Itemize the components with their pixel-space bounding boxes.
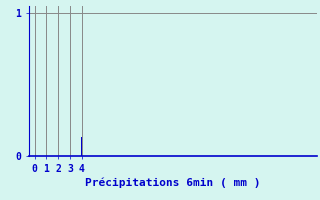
X-axis label: Précipitations 6min ( mm ): Précipitations 6min ( mm ) (85, 178, 260, 188)
Bar (81, 137, 83, 156)
